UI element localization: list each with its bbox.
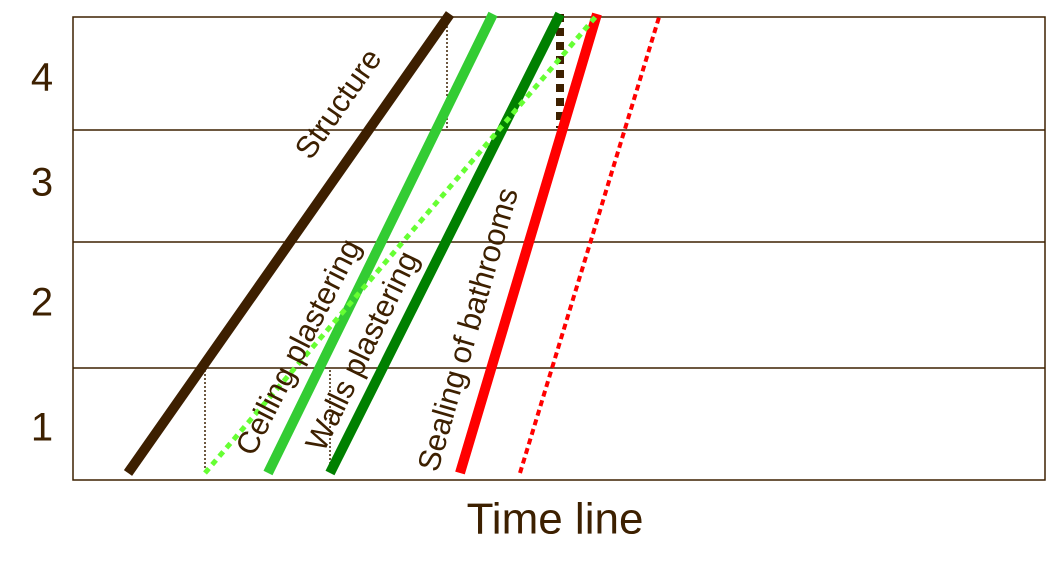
ceiling-dotted-line	[203, 12, 600, 475]
floor-label: 3	[31, 161, 53, 205]
floor-label: 1	[31, 406, 53, 450]
sealing-line	[455, 12, 602, 475]
walls-line	[325, 11, 565, 476]
activity-label: Structure	[288, 42, 389, 165]
sealing-dotted-line	[518, 13, 662, 474]
ceiling-line	[263, 11, 498, 476]
x-axis-label: Time line	[467, 495, 644, 544]
structure-line	[123, 11, 455, 476]
floor-label: 2	[31, 281, 53, 325]
floor-label: 4	[31, 56, 53, 100]
